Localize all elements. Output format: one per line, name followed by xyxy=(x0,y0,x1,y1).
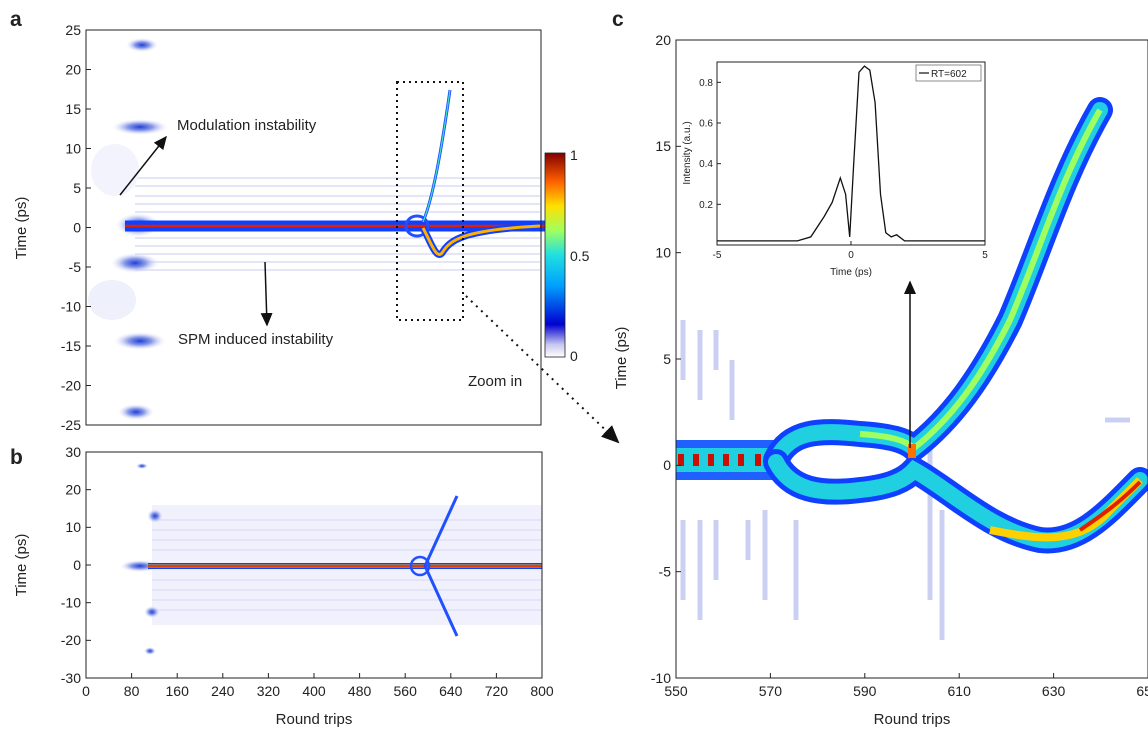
panel-b-y-tick-label: 20 xyxy=(65,482,81,498)
inset-ylabel: Intensity (a.u.) xyxy=(682,121,693,184)
panel-b-y-tick-label: 10 xyxy=(65,519,81,535)
colorbar-tick-1: 1 xyxy=(570,147,578,163)
panel-b-x-tick-label: 480 xyxy=(348,683,372,699)
panel-a-y-tick-label: 10 xyxy=(65,140,81,156)
annotation-spm: SPM induced instability xyxy=(178,331,334,348)
panel-c-x-tick-label: 650 xyxy=(1136,683,1148,699)
panel-b-x-tick-label: 640 xyxy=(439,683,463,699)
panel-c-y-tick-label: 5 xyxy=(663,351,671,367)
panel-c-ylabel: Time (ps) xyxy=(613,327,630,390)
panel-a-y-tick-label: -5 xyxy=(69,259,82,275)
panel-c-x-tick-label: 550 xyxy=(664,683,688,699)
panel-c-xlabel: Round trips xyxy=(874,711,951,728)
panel-a-y-tick-label: 25 xyxy=(65,22,81,38)
inset-x-tick-label: 0 xyxy=(848,250,854,261)
panel-b-yticks: 30 20 10 0 -10 -20 -30 xyxy=(61,444,91,686)
inset-legend-label: RT=602 xyxy=(931,69,967,80)
inset-series-line xyxy=(717,65,985,242)
inset-y-tick-label: 0.2 xyxy=(699,200,713,211)
spm-streaks xyxy=(135,177,540,271)
inset-xlabel: Time (ps) xyxy=(830,267,872,278)
panel-c-x-tick-label: 590 xyxy=(853,683,877,699)
panel-b-ylabel: Time (ps) xyxy=(13,534,30,597)
inset-plot xyxy=(717,65,985,242)
annotation-mi: Modulation instability xyxy=(177,117,317,134)
inset-y-tick-label: 0.8 xyxy=(699,78,713,89)
panel-c-y-tick-label: -10 xyxy=(651,670,671,686)
panel-b-x-tick-label: 0 xyxy=(82,683,90,699)
panel-b-x-tick-label: 720 xyxy=(485,683,509,699)
panel-a-y-tick-label: -25 xyxy=(61,417,81,433)
inset-legend: RT=602 xyxy=(915,64,982,82)
panel-a-y-tick-label: -10 xyxy=(61,298,81,314)
panel-a-y-tick-label: 0 xyxy=(73,219,81,235)
inset-x-tick-label: 5 xyxy=(982,250,988,261)
annotation-zoom: Zoom in xyxy=(468,373,522,390)
panel-b-letter: b xyxy=(10,446,23,469)
inset-yticks: 0.8 0.6 0.4 0.2 xyxy=(699,78,721,211)
colorbar xyxy=(544,152,566,358)
panel-a-y-tick-label: 15 xyxy=(65,101,81,117)
inset-x-tick-label: -5 xyxy=(713,250,722,261)
zoom-arrow xyxy=(465,295,620,444)
zoom-box xyxy=(396,81,464,321)
panel-a-ylabel: Time (ps) xyxy=(13,197,30,260)
panel-c-y-tick-label: 0 xyxy=(663,457,671,473)
panel-c-letter: c xyxy=(612,8,624,31)
panel-b-heatmap xyxy=(120,463,542,655)
panel-c-y-tick-label: 10 xyxy=(655,245,671,261)
colorbar-tick-0: 0 xyxy=(570,348,578,364)
panel-c-y-tick-label: 20 xyxy=(655,32,671,48)
panel-b-x-tick-label: 800 xyxy=(530,683,554,699)
panel-c-yticks: 20 15 10 5 0 -5 -10 xyxy=(651,32,681,686)
panel-c-heatmap xyxy=(676,97,1148,640)
panel-c-x-tick-label: 630 xyxy=(1042,683,1066,699)
panel-a-yticks: 25 20 15 10 5 0 -5 -10 -15 -20 -25 xyxy=(61,22,91,433)
panel-b-y-tick-label: -20 xyxy=(61,632,81,648)
panel-a-y-tick-label: -20 xyxy=(61,377,81,393)
panel-b-x-tick-label: 400 xyxy=(302,683,326,699)
panel-b-x-tick-label: 160 xyxy=(166,683,190,699)
colorbar-tick-0.5: 0.5 xyxy=(570,248,590,264)
inset-y-tick-label: 0.6 xyxy=(699,119,713,130)
panel-b-x-tick-label: 560 xyxy=(394,683,418,699)
panel-a-letter: a xyxy=(10,8,22,31)
arrow-spm xyxy=(260,261,273,327)
arrow-mi xyxy=(119,135,167,196)
panel-b-x-tick-label: 320 xyxy=(257,683,281,699)
panel-c-xticks: 550 570 590 610 630 650 xyxy=(664,673,1148,699)
inset-y-tick-label: 0.4 xyxy=(699,159,713,170)
panel-b-y-tick-label: -10 xyxy=(61,595,81,611)
panel-c-x-tick-label: 610 xyxy=(948,683,972,699)
panel-c-x-tick-label: 570 xyxy=(759,683,783,699)
panel-b-y-tick-label: 30 xyxy=(65,444,81,460)
panel-b-x-tick-label: 80 xyxy=(124,683,140,699)
inset-xticks: -5 0 5 xyxy=(713,241,988,261)
panel-b-x-tick-label: 240 xyxy=(211,683,235,699)
panel-b-y-tick-label: 0 xyxy=(73,557,81,573)
panel-c-y-tick-label: -5 xyxy=(659,564,672,580)
panel-c-y-tick-label: 15 xyxy=(655,138,671,154)
panel-a-heatmap xyxy=(88,38,555,420)
panel-a-y-tick-label: 5 xyxy=(73,180,81,196)
panel-b-xticks: 0 80 160 240 320 400 480 560 640 720 800 xyxy=(82,673,554,699)
panel-b-y-tick-label: -30 xyxy=(61,670,81,686)
zoom-trace xyxy=(404,89,541,258)
panel-a-y-tick-label: -15 xyxy=(61,338,81,354)
panel-b-xlabel: Round trips xyxy=(276,711,353,728)
panel-a-y-tick-label: 20 xyxy=(65,61,81,77)
